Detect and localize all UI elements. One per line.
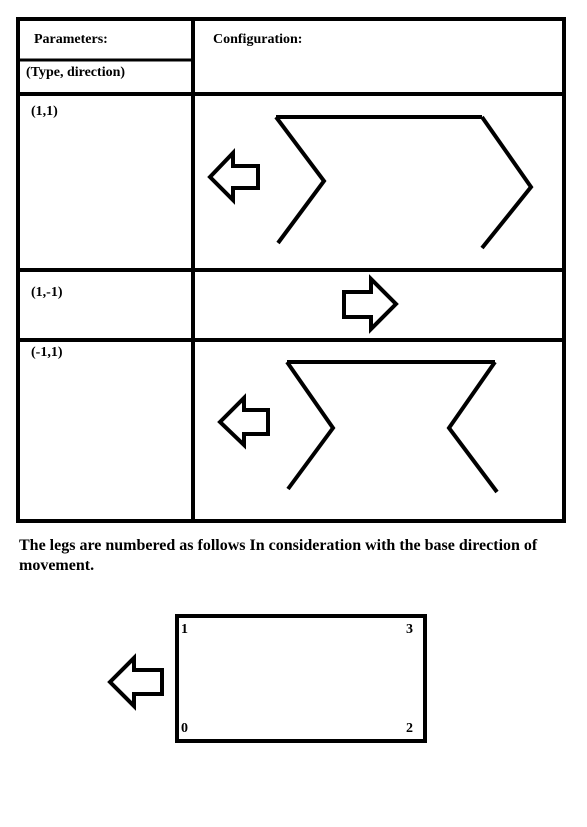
base-body-rect xyxy=(175,614,427,743)
header-configuration: Configuration: xyxy=(213,32,303,47)
row3-arrow-left-icon xyxy=(217,393,270,450)
header-parameters: Parameters: xyxy=(34,32,108,47)
row3-leg-left xyxy=(285,360,336,491)
header-type-direction: (Type, direction) xyxy=(26,65,126,80)
row2-param: (1,-1) xyxy=(31,285,63,300)
leg-label-1: 1 xyxy=(181,622,188,637)
row1-param: (1,1) xyxy=(31,104,58,119)
row3-leg-right xyxy=(446,360,499,494)
leg-label-2: 2 xyxy=(406,721,413,736)
row1-leg-right xyxy=(480,115,534,250)
leg-label-3: 3 xyxy=(406,622,413,637)
row1-arrow-left-icon xyxy=(207,148,260,205)
legs-numbering-note: The legs are numbered as follows In cons… xyxy=(19,537,538,574)
base-arrow-left-icon xyxy=(107,653,164,711)
row2-arrow-right-icon xyxy=(342,274,399,334)
leg-label-0: 0 xyxy=(181,721,188,736)
row3-param: (-1,1) xyxy=(31,345,63,360)
row1-leg-left xyxy=(274,115,327,245)
